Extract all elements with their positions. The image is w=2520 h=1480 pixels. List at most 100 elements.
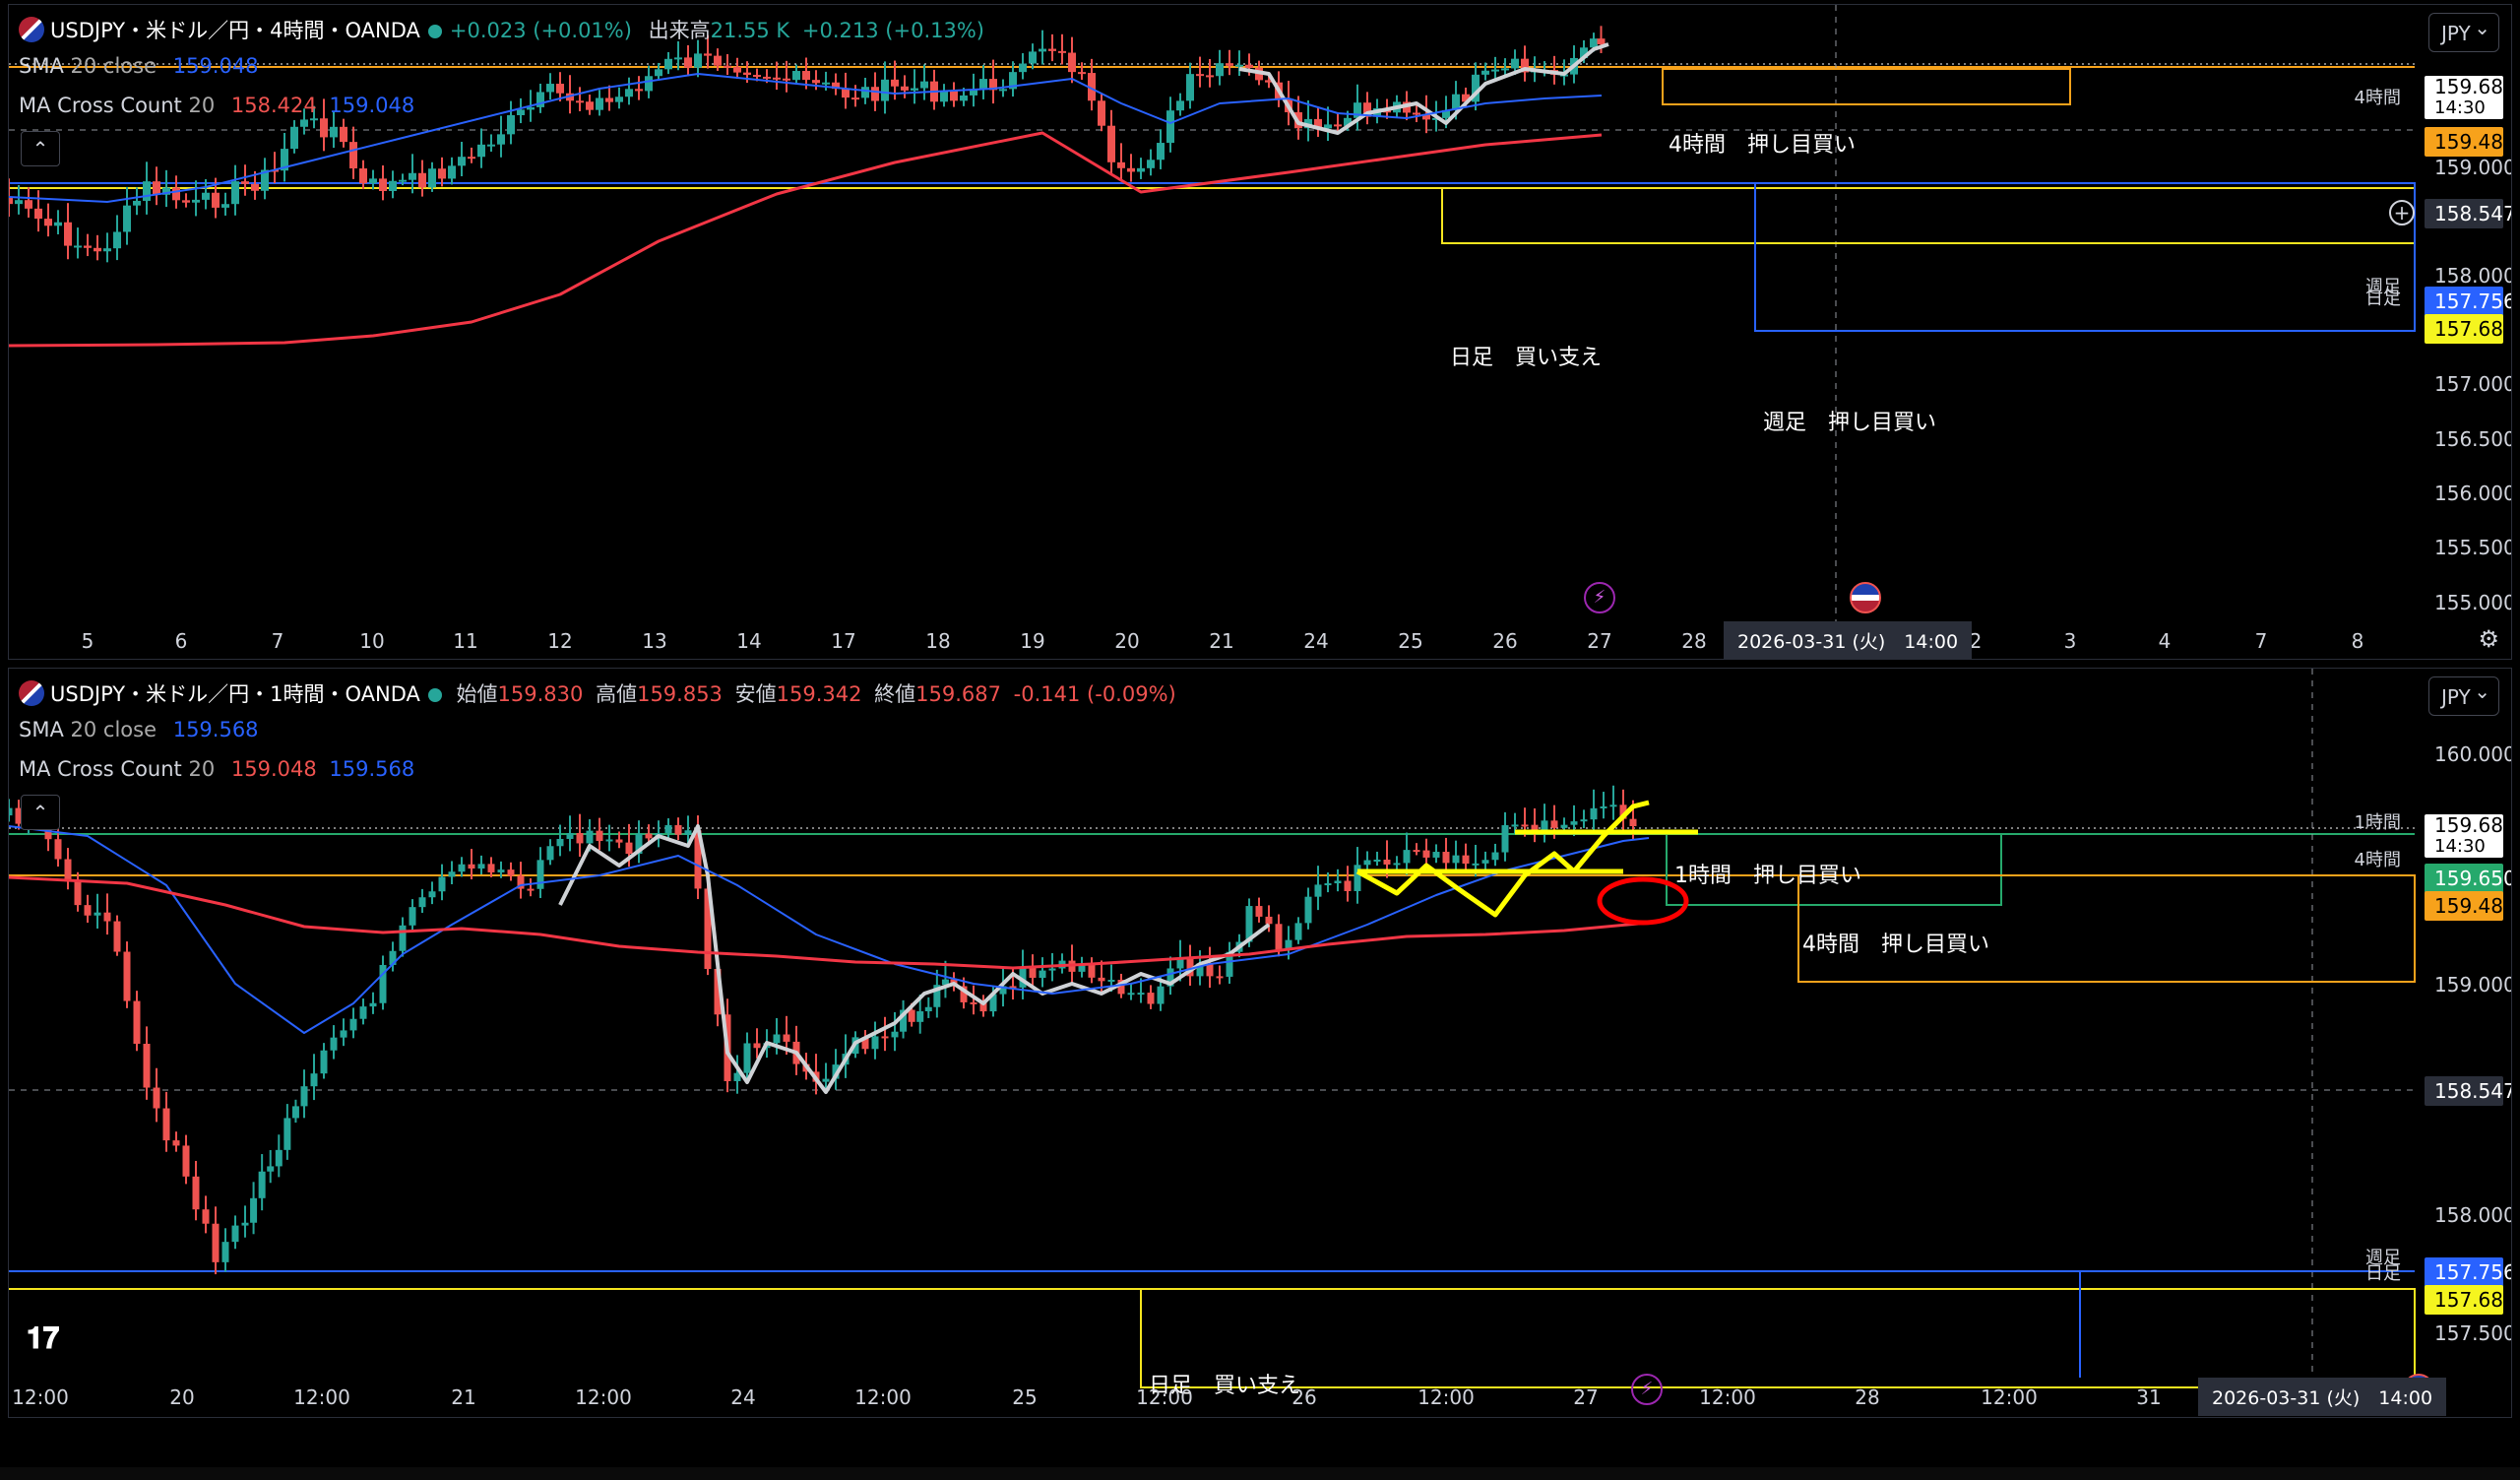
chart-pane-1h[interactable]: USDJPY・米ドル／円・1時間・OANDA 始値159.830 高値159.8…	[8, 668, 2512, 1418]
macc-value-2: 159.568	[329, 757, 415, 781]
candle-1h-body	[497, 869, 505, 872]
candle-1h-body	[684, 830, 692, 835]
candle-4h-body	[1098, 100, 1105, 126]
candle-1h-body	[970, 1001, 977, 1004]
candle-4h-body	[290, 126, 298, 150]
currency-selector[interactable]: JPY	[2428, 672, 2499, 716]
currency-selector[interactable]: JPY	[2428, 8, 2499, 52]
settings-icon[interactable]: ⚙	[2478, 625, 2499, 653]
candle-1h-body	[615, 839, 623, 843]
candle-1h-body	[645, 833, 653, 839]
candle-1h-body	[753, 1043, 761, 1049]
candle-4h-body	[428, 168, 436, 188]
symbol-title[interactable]: USDJPY・米ドル／円・4時間・OANDA	[50, 19, 420, 42]
candle-4h-body	[1078, 72, 1086, 75]
sma-line-1h	[9, 825, 1650, 1034]
x-tick-label: 27	[1573, 1385, 1599, 1409]
candle-1h-body	[369, 1002, 377, 1007]
high-label: 高値	[596, 682, 638, 706]
candle-4h-body	[123, 205, 131, 232]
x-tick-label: 26	[1492, 629, 1518, 653]
chart-canvas-4h[interactable]	[9, 5, 2512, 660]
legend-sma-row[interactable]: SMA 20 close 159.048	[19, 54, 259, 78]
candle-1h-body	[891, 1031, 899, 1038]
candle-1h-body	[340, 1030, 347, 1038]
trace-line-4h	[1238, 42, 1609, 135]
candle-4h-body	[1481, 70, 1489, 75]
candle-1h-body	[1541, 820, 1548, 831]
price-label-daily: 157.681	[2425, 1285, 2511, 1315]
x-tick-label: 27	[1587, 629, 1612, 653]
macc-param: 20	[188, 757, 216, 781]
candle-4h-body	[261, 169, 269, 191]
candle-1h-body	[1166, 968, 1174, 987]
candle-1h-body	[1619, 804, 1627, 819]
candle-4h-body	[231, 181, 239, 205]
x-tick-label: 12:00	[293, 1385, 350, 1409]
candle-4h-body	[773, 77, 781, 80]
box-label-4h-pullback[interactable]: 4時間 押し目買い	[1669, 133, 1856, 158]
candle-1h-body	[1413, 850, 1420, 853]
candle-1h-body	[1432, 852, 1440, 858]
candle-1h-body	[694, 830, 702, 889]
candle-1h-body	[275, 1149, 283, 1167]
candle-4h-body	[1107, 125, 1115, 162]
candle-1h-body	[1048, 968, 1056, 971]
line-label-daily: 日足	[2365, 289, 2401, 309]
legend-macc-row[interactable]: MA Cross Count 20 159.048 159.568	[19, 757, 414, 781]
candle-4h-body	[54, 222, 62, 226]
symbol-title[interactable]: USDJPY・米ドル／円・1時間・OANDA	[50, 682, 420, 706]
candle-4h-body	[861, 87, 869, 98]
candle-1h-body	[1521, 824, 1529, 827]
legend-macc-row[interactable]: MA Cross Count 20 158.424 159.048	[19, 94, 414, 117]
box-label-weekly-pullback[interactable]: 週足 押し目買い	[1763, 411, 1937, 435]
candle-4h-body	[704, 53, 712, 56]
x-tick-label: 17	[831, 629, 856, 653]
candle-1h-body	[1600, 805, 1607, 808]
candle-4h-body	[960, 95, 968, 101]
legend-sma-row[interactable]: SMA 20 close 159.568	[19, 718, 259, 741]
collapse-legend-button[interactable]: ⌃	[21, 795, 60, 830]
collapse-legend-button[interactable]: ⌃	[21, 131, 60, 166]
open-label: 始値	[456, 682, 498, 706]
candle-4h-body	[1413, 112, 1420, 115]
candle-4h-body	[605, 97, 613, 102]
candle-1h-body	[221, 1242, 229, 1262]
candle-1h-body	[172, 1140, 180, 1146]
candle-4h-body	[1462, 94, 1470, 102]
candle-4h-body	[64, 222, 72, 246]
time-axis-4h[interactable]: 5 6 7 10 11 12 13 14 17 18 19 20 21 24 25 26 27 28 2 3 4 7 8	[9, 621, 2511, 659]
box-label-daily-support[interactable]: 日足 買い支え	[1450, 346, 1603, 370]
candle-1h-body	[1590, 807, 1598, 820]
candle-1h-body	[468, 864, 475, 869]
us-flag-icon[interactable]	[1850, 582, 1881, 613]
candle-4h-body	[1019, 63, 1027, 73]
candle-1h-body	[84, 905, 92, 916]
box-label-1h-pullback[interactable]: 1時間 押し目買い	[1674, 864, 1861, 888]
price-tick-158: 158.000	[2434, 1203, 2512, 1227]
lightning-icon[interactable]: ⚡	[1584, 582, 1615, 613]
candle-4h-body	[1344, 117, 1352, 126]
chart-pane-4h[interactable]: USDJPY・米ドル／円・4時間・OANDA +0.023 (+0.01%) 出来…	[8, 4, 2512, 660]
candle-4h-body	[172, 187, 180, 201]
annotation-trend-yellow	[1355, 800, 1650, 918]
add-alert-icon[interactable]: +	[2389, 200, 2415, 225]
box-label-4h-pullback[interactable]: 4時間 押し目買い	[1802, 933, 1989, 957]
candle-1h-body	[1255, 906, 1263, 917]
candle-1h-body	[733, 1072, 741, 1081]
candle-4h-body	[192, 199, 200, 203]
candle-1h-body	[448, 871, 456, 877]
x-tick-label: 25	[1398, 629, 1423, 653]
time-axis-1h[interactable]: 12:00 20 12:00 21 12:00 24 12:00 25 12:00 26 12:00…	[9, 1378, 2511, 1417]
candle-4h-body	[1166, 110, 1174, 144]
candle-4h-body	[527, 106, 535, 110]
candle-1h-body	[1127, 993, 1135, 996]
box-label-daily-support[interactable]: 日足 買い支え	[1149, 1374, 1301, 1398]
sma-line-4h	[9, 73, 1603, 203]
bottom-toolbar[interactable]	[0, 1467, 2520, 1480]
candle-1h-body	[1570, 821, 1578, 825]
candle-1h-body	[267, 1166, 275, 1172]
lightning-icon[interactable]: ⚡	[1631, 1374, 1663, 1405]
chart-canvas-1h[interactable]	[9, 669, 2512, 1418]
tradingview-logo-icon[interactable]: 𝟏𝟕	[27, 1321, 60, 1356]
